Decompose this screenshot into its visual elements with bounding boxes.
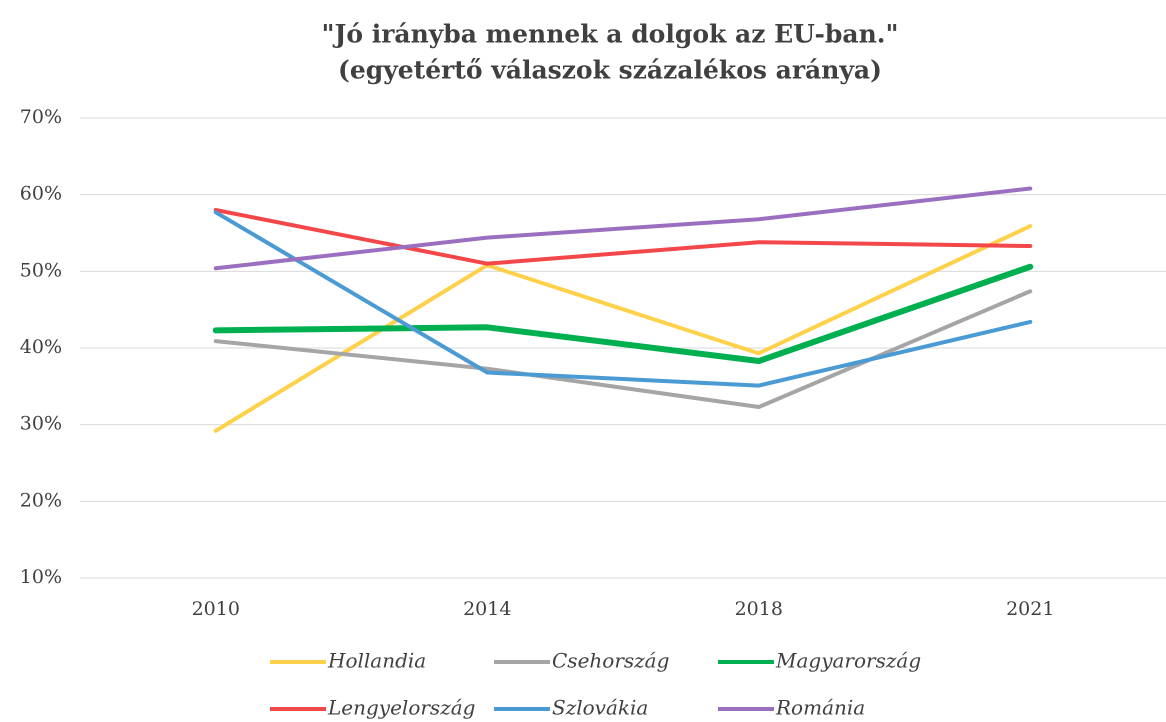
x-tick-label: 2014 [463, 598, 511, 620]
x-tick-label: 2018 [735, 598, 783, 620]
y-tick-label: 70% [20, 106, 62, 128]
y-tick-label: 10% [20, 566, 62, 588]
legend-label: Magyarország [775, 649, 921, 673]
series-line [213, 186, 1033, 271]
legend-label: Románia [775, 696, 865, 720]
x-tick-label: 2021 [1006, 598, 1054, 620]
series-line [213, 208, 1033, 266]
chart-subtitle: (egyetértő válaszok százalékos aránya) [338, 56, 882, 85]
y-tick-label: 60% [20, 183, 62, 205]
legend-label: Csehország [552, 649, 669, 673]
series-line [212, 263, 1034, 365]
x-tick-label: 2010 [192, 598, 240, 620]
series-line [213, 224, 1033, 433]
y-tick-label: 20% [20, 489, 62, 511]
y-tick-label: 30% [20, 413, 62, 435]
series-line [213, 210, 1033, 388]
y-tick-label: 40% [20, 336, 62, 358]
y-tick-label: 50% [20, 259, 62, 281]
legend-label: Lengyelország [327, 696, 475, 720]
legend-label: Szlovákia [552, 696, 648, 720]
chart-title: "Jó irányba mennek a dolgok az EU-ban." [321, 20, 898, 49]
legend-label: Hollandia [327, 649, 426, 673]
series-line [213, 289, 1033, 410]
